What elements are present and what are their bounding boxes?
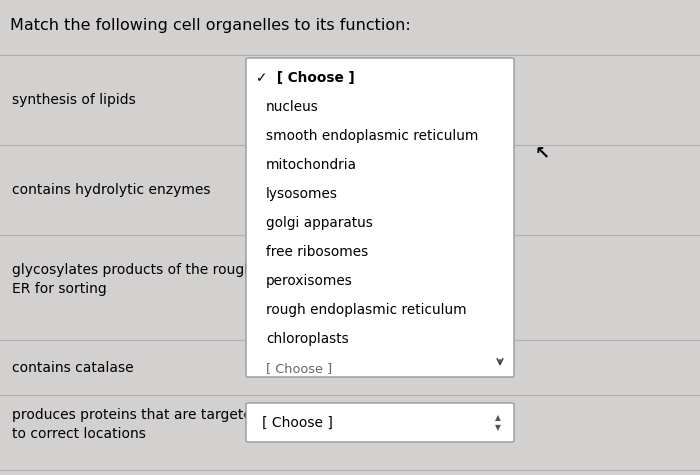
Text: mitochondria: mitochondria — [266, 158, 357, 172]
Text: [ Choose ]: [ Choose ] — [262, 416, 333, 429]
Text: chloroplasts: chloroplasts — [266, 332, 349, 346]
Text: smooth endoplasmic reticulum: smooth endoplasmic reticulum — [266, 129, 478, 143]
Text: nucleus: nucleus — [266, 100, 319, 114]
Text: peroxisomes: peroxisomes — [266, 275, 353, 288]
Text: glycosylates products of the rough
ER for sorting: glycosylates products of the rough ER fo… — [12, 263, 253, 296]
Text: free ribosomes: free ribosomes — [266, 245, 368, 259]
Text: Match the following cell organelles to its function:: Match the following cell organelles to i… — [10, 18, 411, 33]
Text: contains hydrolytic enzymes: contains hydrolytic enzymes — [12, 183, 211, 197]
Text: lysosomes: lysosomes — [266, 187, 338, 201]
Text: contains catalase: contains catalase — [12, 361, 134, 374]
Text: ↖: ↖ — [535, 145, 550, 163]
Text: ▼: ▼ — [495, 423, 501, 432]
Text: produces proteins that are targeted
to correct locations: produces proteins that are targeted to c… — [12, 408, 260, 441]
FancyBboxPatch shape — [246, 403, 514, 442]
FancyBboxPatch shape — [246, 58, 514, 377]
Text: synthesis of lipids: synthesis of lipids — [12, 93, 136, 107]
Text: [ Choose ]: [ Choose ] — [266, 362, 332, 375]
Text: rough endoplasmic reticulum: rough endoplasmic reticulum — [266, 304, 467, 317]
Text: ✓  [ Choose ]: ✓ [ Choose ] — [256, 71, 355, 85]
Text: ▲: ▲ — [495, 413, 501, 422]
Text: golgi apparatus: golgi apparatus — [266, 216, 373, 230]
